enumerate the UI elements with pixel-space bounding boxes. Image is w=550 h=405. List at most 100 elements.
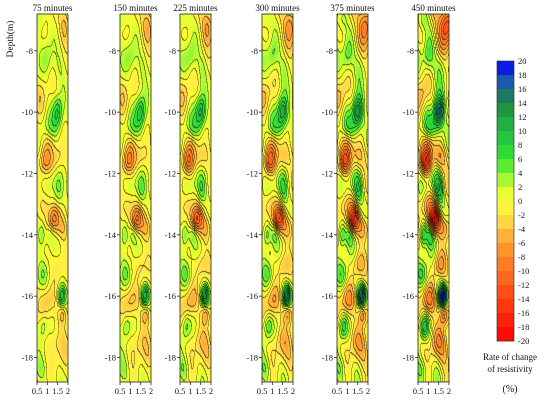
colorbar-band (497, 313, 514, 328)
colorbar-band (497, 103, 514, 118)
panel-4-y-tick-label: -14 (247, 230, 259, 240)
colorbar-tick-label: 10 (518, 126, 527, 136)
colorbar-band (497, 299, 514, 314)
colorbar-band (497, 145, 514, 160)
colorbar-tick-label: 12 (518, 112, 527, 122)
panel-3-y-tick-label: -12 (165, 168, 176, 178)
panel-5-frame (336, 13, 369, 383)
colorbar-tick-label: -20 (518, 336, 529, 346)
panel-3-x-tick-label: 1 (188, 386, 192, 396)
panel-1-x-tick-label: 1 (45, 386, 49, 396)
panel-1-y-tick-label: -14 (22, 230, 34, 240)
panel-2-y-tick-label: -16 (105, 291, 116, 301)
colorbar-unit: (%) (503, 384, 518, 395)
panel-4-x-tick-label: 1 (270, 386, 274, 396)
panel-3-x-tick-label: 2 (209, 386, 213, 396)
panel-2: 150 minutes -8 -10 -12 -14 -16 -18 0.5 1 1.5 2 (105, 3, 158, 396)
panel-1-x-tick-label: 2 (66, 386, 70, 396)
panel-4-x-tick-label: 1.5 (277, 386, 288, 396)
panel-5-y-tick-label: -16 (322, 291, 333, 301)
panel-1-y-tick-label: -16 (22, 291, 33, 301)
panel-1-x-tick-label: 0.5 (32, 386, 43, 396)
colorbar-band (497, 285, 514, 300)
y-axis-title: Depth(m) (5, 21, 16, 58)
panel-2-title: 150 minutes (113, 3, 158, 13)
colorbar-band (497, 131, 514, 146)
panel-1-y-tick-label: -8 (26, 46, 33, 56)
panel-6-x-tick-label: 1 (426, 386, 430, 396)
panel-6-heatmap (418, 14, 449, 382)
panel-3-y-tick-label: -18 (165, 352, 176, 362)
panel-3: 225 minutes -8 -10 -12 -14 -16 -18 0.5 1 1.5 2 (165, 3, 218, 396)
colorbar-tick-label: -6 (518, 238, 525, 248)
panel-4-y-tick-label: -18 (247, 352, 258, 362)
panel-5-y-tick-label: -14 (322, 230, 334, 240)
panel-6-x-tick-label: 2 (447, 386, 451, 396)
colorbar-tick-label: 14 (518, 98, 527, 108)
panel-5-x-tick-label: 1.5 (352, 386, 363, 396)
panel-2-y-tick-label: -10 (105, 107, 116, 117)
panel-3-y-tick-label: -10 (165, 107, 176, 117)
colorbar-band (497, 187, 514, 202)
panel-4-heatmap (262, 14, 293, 382)
colorbar-band (497, 271, 514, 286)
panel-6-y-tick-label: -10 (403, 107, 414, 117)
panel-5-heatmap (337, 14, 368, 382)
colorbar-band (497, 257, 514, 272)
panel-4-y-tick-label: -10 (247, 107, 258, 117)
panel-6-title: 450 minutes (411, 3, 456, 13)
panel-4-x-tick-label: 0.5 (257, 386, 268, 396)
colorbar-band (497, 117, 514, 132)
panel-3-y-tick-label: -8 (169, 46, 176, 56)
colorbar-frame (496, 60, 515, 342)
colorbar-tick-label: -18 (518, 322, 529, 332)
panel-4-y-tick-label: -8 (251, 46, 258, 56)
panel-3-y-tick-label: -14 (165, 230, 177, 240)
panel-2-x-tick-label: 1.5 (135, 386, 146, 396)
panel-3-x-tick-label: 0.5 (175, 386, 186, 396)
colorbar-tick-label: -2 (518, 210, 525, 220)
panel-1-y-tick-label: -18 (22, 352, 33, 362)
y-axis-title-group: Depth(m) (5, 21, 16, 58)
colorbar-band (497, 61, 514, 76)
colorbar-band (497, 327, 514, 342)
panel-6-y-tick-label: -16 (403, 291, 414, 301)
panel-2-x-tick-label: 0.5 (115, 386, 126, 396)
panel-3-heatmap (180, 14, 211, 382)
colorbar-tick-label: -16 (518, 308, 529, 318)
colorbar-tick-label: 16 (518, 84, 527, 94)
panel-1-heatmap (37, 14, 68, 382)
panel-5-x-tick-label: 2 (366, 386, 370, 396)
colorbar-tick-label: -8 (518, 252, 525, 262)
panel-6-y-tick-label: -18 (403, 352, 414, 362)
colorbar-tick-label: 18 (518, 70, 527, 80)
panel-1: 75 minutes -8 -10 -12 -14 -16 -18 0.5 1 1.5 2 (22, 3, 73, 396)
colorbar-band (497, 75, 514, 90)
panel-5-y-tick-label: -18 (322, 352, 333, 362)
panel-2-y-tick-label: -12 (105, 168, 116, 178)
panel-4-x-tick-label: 2 (291, 386, 295, 396)
colorbar-band (497, 89, 514, 104)
panel-4-title: 300 minutes (255, 3, 300, 13)
colorbar-tick-label: -14 (518, 294, 530, 304)
panel-4: 300 minutes -8 -10 -12 -14 -16 -18 0.5 1 1.5 2 (247, 3, 300, 396)
colorbar-title-line2: of resistivity (487, 364, 533, 374)
panel-4-frame (261, 13, 294, 383)
colorbar-tick-label: -10 (518, 266, 529, 276)
colorbar-title-line1: Rate of change (483, 352, 537, 362)
panel-4-y-tick-label: -12 (247, 168, 258, 178)
colorbar-tick-label: -4 (518, 224, 526, 234)
panel-5-y-tick-label: -12 (322, 168, 333, 178)
colorbar-tick-label: 2 (518, 182, 522, 192)
colorbar-tick-label: 8 (518, 140, 522, 150)
panel-5-title: 375 minutes (330, 3, 375, 13)
panel-1-y-tick-label: -12 (22, 168, 33, 178)
colorbar: 20181614121086420-2-4-6-8-10-12-14-16-18… (483, 56, 537, 395)
colorbar-tick-label: 6 (518, 154, 522, 164)
panel-2-x-tick-label: 2 (149, 386, 153, 396)
panel-1-title: 75 minutes (33, 3, 73, 13)
colorbar-band (497, 229, 514, 244)
panel-3-frame (179, 13, 212, 383)
colorbar-tick-label: -12 (518, 280, 529, 290)
